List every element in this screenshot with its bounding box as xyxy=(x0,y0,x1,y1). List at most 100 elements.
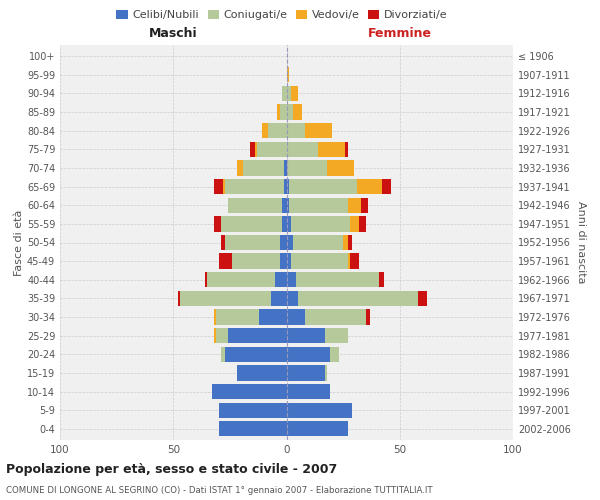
Bar xyxy=(227,198,282,213)
Bar xyxy=(226,346,287,362)
Bar xyxy=(366,310,370,324)
Bar xyxy=(287,216,291,232)
Bar xyxy=(255,142,257,157)
Bar xyxy=(214,328,216,344)
Text: Femmine: Femmine xyxy=(368,28,432,40)
Bar xyxy=(287,254,291,269)
Bar xyxy=(232,254,280,269)
Bar xyxy=(361,198,368,213)
Bar xyxy=(287,198,289,213)
Bar xyxy=(244,160,284,176)
Bar xyxy=(227,328,287,344)
Bar xyxy=(287,160,327,176)
Bar xyxy=(216,328,227,344)
Bar xyxy=(178,291,180,306)
Bar xyxy=(214,179,223,194)
Bar xyxy=(318,142,346,157)
Bar xyxy=(287,384,329,399)
Bar xyxy=(350,216,359,232)
Bar xyxy=(287,104,293,120)
Bar xyxy=(259,310,287,324)
Bar xyxy=(271,291,287,306)
Bar xyxy=(218,421,287,436)
Bar xyxy=(291,86,298,101)
Bar xyxy=(280,254,287,269)
Bar xyxy=(287,328,325,344)
Bar xyxy=(287,402,352,418)
Bar xyxy=(221,216,282,232)
Bar xyxy=(277,104,280,120)
Bar xyxy=(418,291,427,306)
Text: Maschi: Maschi xyxy=(149,28,197,40)
Bar xyxy=(226,179,284,194)
Bar xyxy=(226,235,280,250)
Bar xyxy=(282,198,287,213)
Bar xyxy=(268,123,287,138)
Y-axis label: Anni di nascita: Anni di nascita xyxy=(576,201,586,284)
Bar xyxy=(343,235,347,250)
Bar xyxy=(291,216,350,232)
Bar xyxy=(350,254,359,269)
Bar xyxy=(284,179,287,194)
Bar xyxy=(207,272,275,287)
Legend: Celibi/Nubili, Coniugati/e, Vedovi/e, Divorziati/e: Celibi/Nubili, Coniugati/e, Vedovi/e, Di… xyxy=(112,6,452,25)
Bar xyxy=(287,179,289,194)
Bar xyxy=(357,179,382,194)
Bar xyxy=(287,310,305,324)
Bar xyxy=(287,421,347,436)
Bar xyxy=(216,310,259,324)
Bar xyxy=(212,384,287,399)
Bar xyxy=(287,291,298,306)
Bar xyxy=(293,235,343,250)
Bar xyxy=(379,272,384,287)
Bar xyxy=(257,142,287,157)
Bar xyxy=(287,366,325,380)
Bar xyxy=(305,310,366,324)
Bar xyxy=(282,86,287,101)
Bar xyxy=(289,198,347,213)
Bar xyxy=(287,272,296,287)
Bar xyxy=(289,179,357,194)
Bar xyxy=(298,291,418,306)
Bar xyxy=(287,67,289,82)
Bar xyxy=(287,235,293,250)
Bar xyxy=(180,291,271,306)
Bar xyxy=(275,272,287,287)
Bar xyxy=(296,272,379,287)
Bar xyxy=(325,366,327,380)
Bar xyxy=(347,254,350,269)
Bar xyxy=(262,123,268,138)
Bar xyxy=(382,179,391,194)
Bar xyxy=(327,160,355,176)
Bar xyxy=(236,366,287,380)
Bar xyxy=(282,216,287,232)
Bar xyxy=(346,142,347,157)
Bar xyxy=(250,142,255,157)
Bar xyxy=(205,272,207,287)
Bar xyxy=(291,254,347,269)
Bar xyxy=(359,216,366,232)
Bar xyxy=(287,142,318,157)
Bar xyxy=(223,179,226,194)
Bar xyxy=(214,216,221,232)
Bar xyxy=(325,328,347,344)
Bar xyxy=(347,198,361,213)
Bar xyxy=(347,235,352,250)
Text: Popolazione per età, sesso e stato civile - 2007: Popolazione per età, sesso e stato civil… xyxy=(6,462,337,475)
Bar xyxy=(287,86,291,101)
Bar xyxy=(284,160,287,176)
Bar xyxy=(218,254,232,269)
Text: COMUNE DI LONGONE AL SEGRINO (CO) - Dati ISTAT 1° gennaio 2007 - Elaborazione TU: COMUNE DI LONGONE AL SEGRINO (CO) - Dati… xyxy=(6,486,433,495)
Bar xyxy=(305,123,332,138)
Bar xyxy=(221,346,226,362)
Bar xyxy=(218,402,287,418)
Bar xyxy=(236,160,244,176)
Bar xyxy=(221,235,226,250)
Bar xyxy=(329,346,338,362)
Bar xyxy=(287,346,329,362)
Bar xyxy=(293,104,302,120)
Bar xyxy=(280,235,287,250)
Bar xyxy=(214,310,216,324)
Y-axis label: Fasce di età: Fasce di età xyxy=(14,210,24,276)
Bar xyxy=(280,104,287,120)
